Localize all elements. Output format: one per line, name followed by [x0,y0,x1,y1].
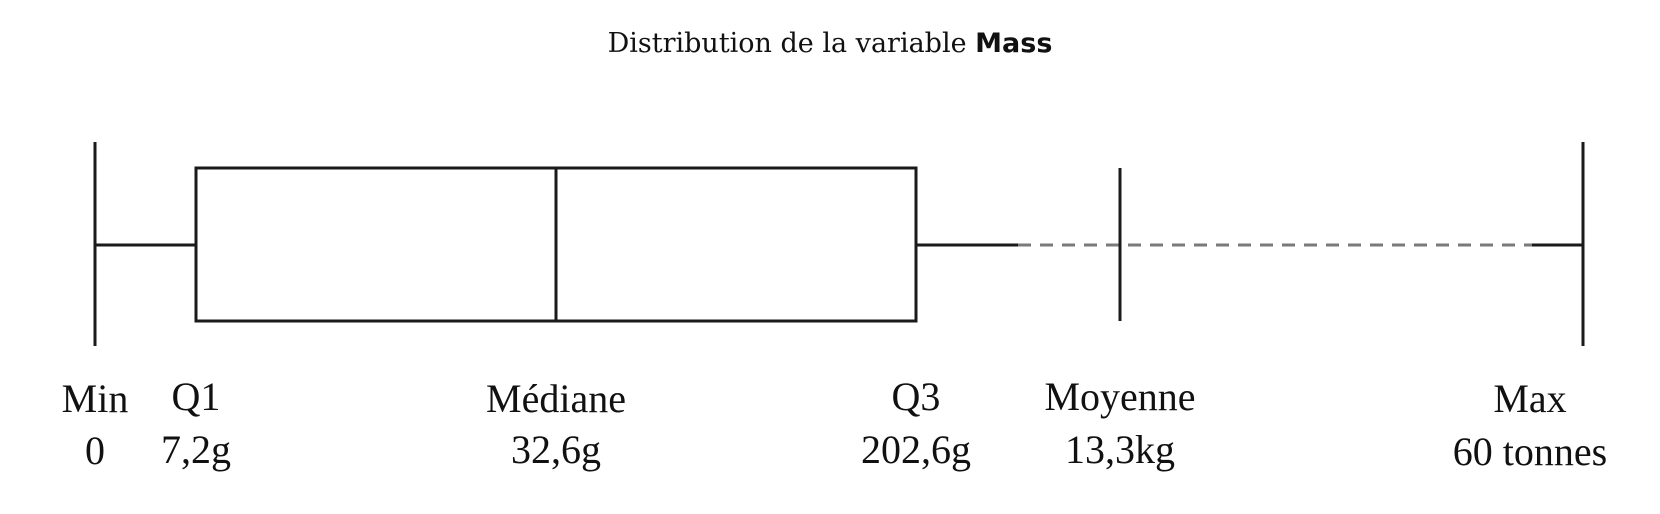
stat-value-mean: 13,3kg [1065,427,1175,472]
stat-label-min: Min [62,376,129,421]
stat-label-q3: Q3 [892,374,941,419]
stat-value-q3: 202,6g [861,427,971,472]
chart-title: Distribution de la variable Mass [0,28,1660,59]
stat-label-mean: Moyenne [1044,374,1195,419]
chart-title-prefix: Distribution de la variable [607,28,976,59]
stat-value-min: 0 [85,428,105,473]
stat-value-q1: 7,2g [161,427,231,472]
stat-label-median: Médiane [486,376,626,421]
stat-label-max: Max [1493,376,1566,421]
stat-value-median: 32,6g [511,427,601,472]
stat-label-q1: Q1 [172,374,221,419]
chart-title-variable: Mass [975,28,1053,59]
stat-value-max: 60 tonnes [1453,429,1607,474]
